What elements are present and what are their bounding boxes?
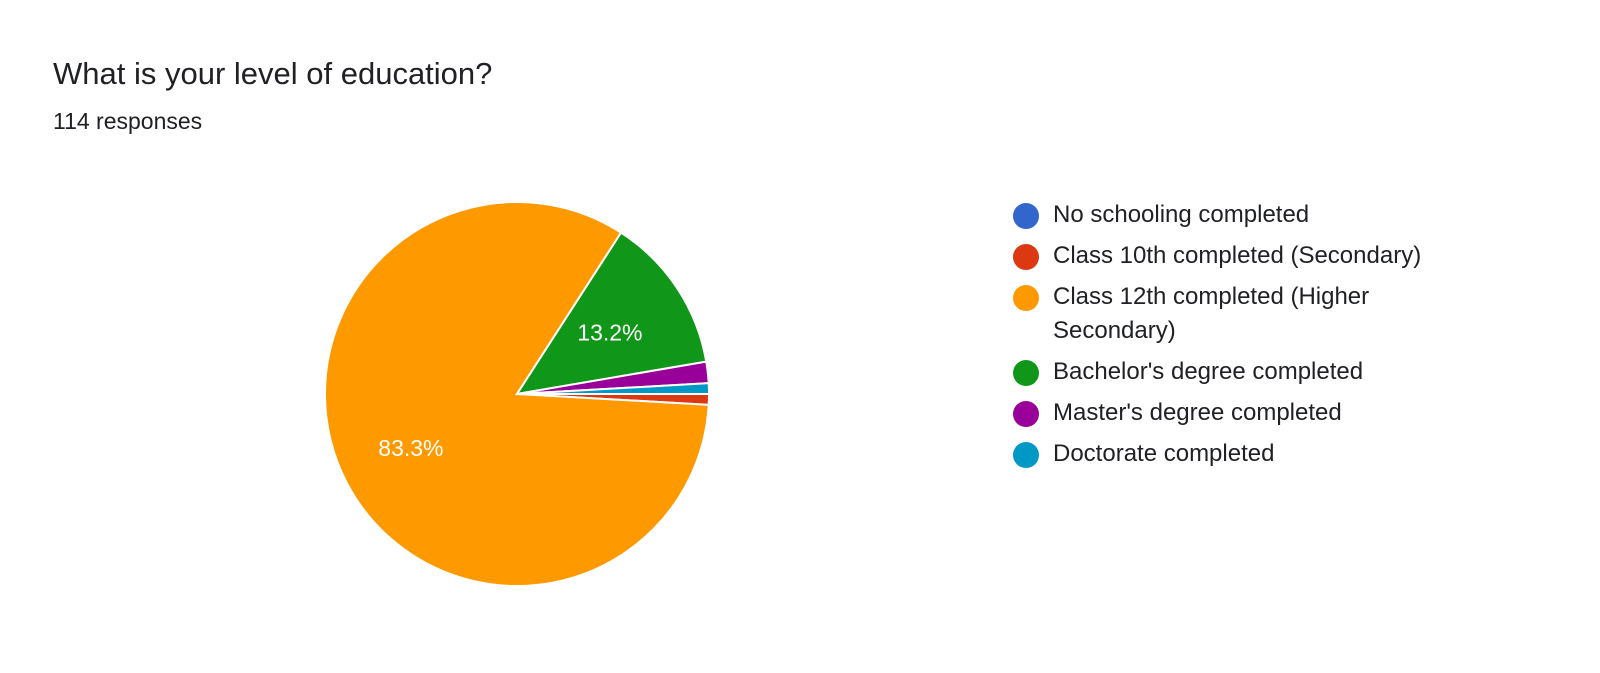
chart-title: What is your level of education? <box>53 56 493 91</box>
legend-swatch-icon <box>1013 360 1039 386</box>
legend-label: Class 10th completed (Secondary) <box>1053 242 1422 269</box>
legend-item-masters[interactable]: Master's degree completed <box>1013 396 1513 430</box>
legend-label: Doctorate completed <box>1053 440 1275 467</box>
legend-swatch-icon <box>1013 401 1039 427</box>
pie-slice-doctorate-completed[interactable] <box>516 382 711 395</box>
legend-label: Bachelor's degree completed <box>1053 358 1364 385</box>
legend-swatch-icon <box>1013 442 1039 468</box>
legend-swatch-icon <box>1013 285 1039 311</box>
chart-legend: No schooling completed Class 10th comple… <box>1013 198 1513 478</box>
pie-labels: 83.3% 13.2% <box>378 320 642 461</box>
pie-chart[interactable]: 83.3% 13.2% <box>300 180 740 620</box>
pie-slice-bachelor-s-degree-completed[interactable] <box>514 231 708 396</box>
legend-item-no-schooling[interactable]: No schooling completed <box>1013 198 1513 232</box>
legend-swatch-icon <box>1013 203 1039 229</box>
legend-item-doctorate[interactable]: Doctorate completed <box>1013 437 1513 471</box>
legend-item-bachelors[interactable]: Bachelor's degree completed <box>1013 355 1513 389</box>
pie-label-bachelor-s-degree-completed: 13.2% <box>577 320 642 346</box>
legend-item-class-10th[interactable]: Class 10th completed (Secondary) <box>1013 239 1513 273</box>
pie-label-class-12th-completed-higher-secondary: 83.3% <box>378 435 443 461</box>
legend-item-class-12th[interactable]: Class 12th completed (Higher Secondary) <box>1013 280 1513 348</box>
legend-label: No schooling completed <box>1053 201 1310 228</box>
legend-swatch-icon <box>1013 244 1039 270</box>
pie-slices <box>324 201 711 587</box>
legend-label: Master's degree completed <box>1053 399 1342 426</box>
response-count: 114 responses <box>53 108 203 134</box>
legend-label: Class 12th completed (Higher Secondary) <box>1053 283 1370 344</box>
